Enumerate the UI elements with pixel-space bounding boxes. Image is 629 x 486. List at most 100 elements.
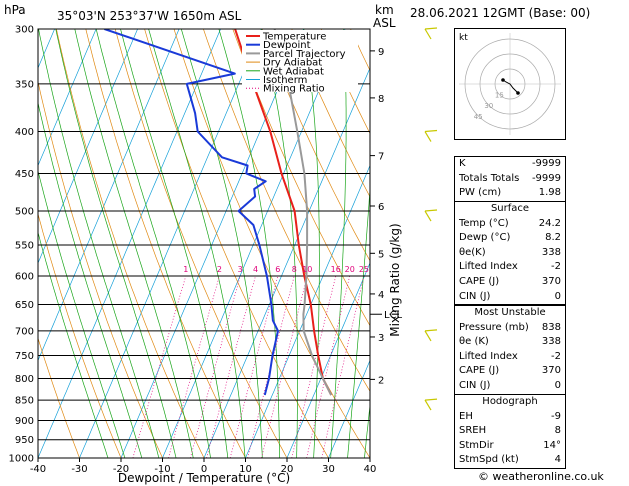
table-row: θe (K) 338: [455, 335, 565, 350]
mixing-ratio-label: 16: [331, 265, 341, 274]
pressure-tick-label: 400: [15, 127, 34, 138]
hodograph: kt 15 30 45: [454, 28, 566, 140]
dry-adiabat-line: [38, 212, 122, 458]
unstable-panel: Most Unstable Pressure (mb) 838 θe (K) 338 L…: [454, 305, 566, 395]
legend-entry: Dewpoint: [263, 40, 311, 51]
pressure-tick-label: 600: [15, 271, 34, 282]
altitude-tick-labels: 9 8 7 6 5 4 3 2: [370, 47, 384, 386]
row-label: StmSpd (kt): [459, 454, 519, 466]
hodograph-ring-label: 15: [495, 92, 504, 100]
legend-entry: Parcel Trajectory: [263, 49, 346, 60]
wind-barb: [424, 330, 432, 342]
pressure-tick-label: 750: [15, 351, 34, 362]
legend-entry: Wet Adiabat: [263, 66, 324, 77]
row-value: -9999: [531, 158, 561, 169]
wet-adiabat-line: [74, 29, 194, 458]
indices-panel: K -9999 Totals Totals -9999 PW (cm) 1.98: [454, 156, 566, 202]
pressure-tick-label: 700: [15, 326, 34, 337]
pressure-tick-label: 550: [15, 240, 34, 251]
mixing-ratio-label: 4: [253, 265, 258, 274]
hodograph-table-panel: Hodograph EH -9 SREH 8 StmDir 14° StmSpd (kt) 4: [454, 394, 566, 469]
wet-adiabat-line: [347, 184, 370, 458]
pressure-tick-label: 650: [15, 300, 34, 311]
pressure-tick-label: 500: [15, 207, 34, 218]
wind-barb: [424, 28, 432, 40]
mixing-ratio-line: [132, 275, 187, 458]
row-label: θe(K): [459, 246, 486, 258]
dry-adiabat-line: [56, 29, 205, 458]
row-value: 1.98: [538, 187, 561, 199]
table-row: Lifted Index -2: [455, 260, 565, 275]
isotherm-line: [286, 262, 370, 458]
table-row: θe(K) 338: [455, 246, 565, 261]
mixing-ratio-label: 8: [292, 265, 297, 274]
table-row: CAPE (J) 370: [455, 364, 565, 379]
mixing-ratio-label: 25: [359, 265, 369, 274]
isotherm-line: [38, 29, 221, 458]
altitude-tick-label: 5: [378, 249, 384, 260]
date-label: 28.06.2021 12GMT (Base: 00): [410, 6, 591, 20]
wet-adiabat-line: [95, 29, 211, 458]
isotherm-line: [328, 359, 370, 458]
pressure-unit-label: hPa: [4, 3, 26, 17]
altitude-unit-km: km: [375, 3, 394, 17]
unstable-title: Most Unstable: [474, 307, 546, 318]
wind-barb-flag: [424, 329, 438, 332]
row-value: 0: [554, 290, 561, 302]
mixing-ratio-labels: 1 2 3 4 6 8 10 16 20 25: [183, 265, 369, 274]
wet-adiabat-line: [330, 29, 347, 458]
table-row: Totals Totals -9999: [455, 172, 565, 187]
row-value: 0: [554, 379, 561, 391]
row-value: 8.2: [545, 232, 561, 244]
station-location: 35°03'N 253°37'W 1650m ASL: [57, 9, 242, 23]
wind-barb-flag: [424, 398, 438, 401]
credit-text: © weatheronline.co.uk: [478, 470, 604, 483]
sounding-profiles: [104, 29, 333, 396]
wet-adiabat-line: [120, 29, 229, 458]
dry-adiabat-line: [291, 29, 370, 198]
wet-adiabat-line: [55, 29, 177, 458]
isotherm-line: [203, 67, 370, 458]
hodograph-ring-label: 45: [474, 113, 483, 121]
table-row: SREH 8: [455, 424, 565, 439]
row-label: CIN (J): [459, 379, 491, 391]
wet-adiabat-line: [148, 29, 246, 458]
surface-panel: Surface Temp (°C) 24.2 Dewp (°C) 8.2 θe(K) 33…: [454, 201, 566, 306]
y-axis-title: Mixing Ratio (g/kg): [388, 223, 402, 336]
table-row: CAPE (J) 370: [455, 275, 565, 290]
legend-entry: Mixing Ratio: [263, 84, 325, 95]
legend-entry: Isotherm: [263, 75, 307, 86]
row-value: -9: [551, 410, 561, 422]
temperature-tick-label: -30: [71, 464, 87, 475]
wet-adiabat-line: [38, 231, 109, 458]
temperature-tick-label: 10: [239, 464, 252, 475]
altitude-tick-label: 4: [378, 290, 384, 301]
table-row: StmDir 14°: [455, 439, 565, 454]
wind-barb: [424, 399, 432, 411]
mixing-ratio-label: 1: [183, 265, 188, 274]
temperature-tick-label: -40: [30, 464, 46, 475]
pressure-tick-label: 350: [15, 79, 34, 90]
x-axis-title: Dewpoint / Temperature (°C): [118, 471, 290, 485]
hodograph-point: [516, 91, 520, 95]
temperature-tick-label: 20: [281, 464, 294, 475]
row-value: 838: [541, 321, 561, 333]
mixing-ratio-label: 20: [345, 265, 355, 274]
mixing-ratio-line: [168, 275, 220, 458]
hodograph-ring-label: 30: [484, 102, 493, 110]
pressure-tick-label: 900: [15, 416, 34, 427]
wind-barb: [424, 210, 432, 222]
mixing-ratio-label: 10: [302, 265, 312, 274]
isotherm-line: [38, 29, 138, 264]
row-label: CAPE (J): [459, 275, 500, 287]
dry-adiabat-line: [38, 80, 163, 458]
row-label: SREH: [459, 425, 487, 437]
isotherm-line: [38, 29, 180, 362]
table-row: Lifted Index -2: [455, 350, 565, 365]
row-value: -9999: [531, 172, 561, 184]
row-label: Totals Totals: [459, 172, 520, 184]
hodograph-point: [501, 78, 505, 82]
altitude-tick-label: 6: [378, 202, 384, 213]
